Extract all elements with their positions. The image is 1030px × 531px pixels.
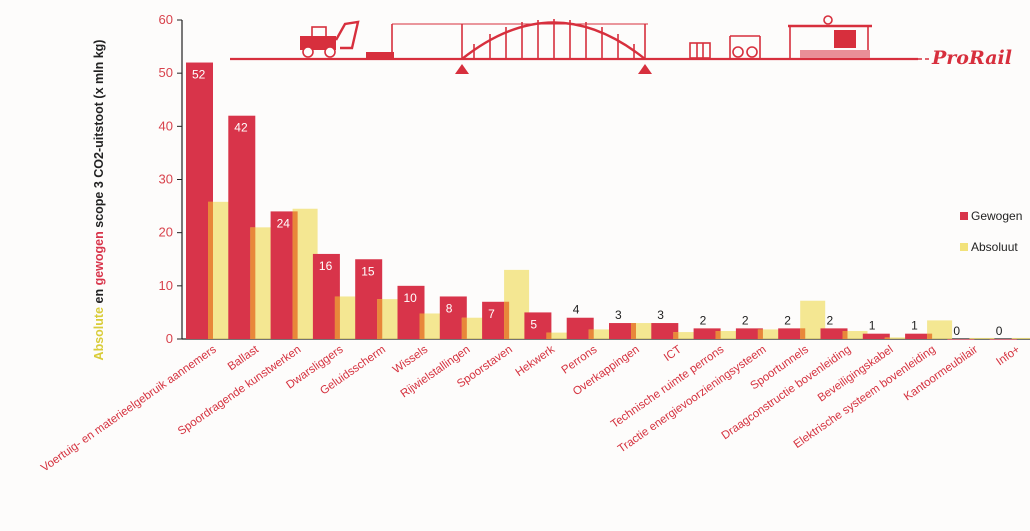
bars xyxy=(186,62,1030,340)
y-tick-label: 40 xyxy=(159,118,173,133)
bar-absoluut xyxy=(842,331,868,339)
bar-overlap xyxy=(588,329,594,339)
data-label: 2 xyxy=(784,313,791,327)
data-label: 3 xyxy=(657,308,664,322)
bicycle-icon xyxy=(729,35,761,58)
bar-gewogen xyxy=(862,333,890,339)
bar-overlap xyxy=(715,331,721,339)
bar-gewogen xyxy=(905,333,933,339)
bar-absoluut xyxy=(588,329,614,339)
data-label: 1 xyxy=(869,319,876,333)
y-tick-label: 10 xyxy=(159,278,173,293)
bar-gewogen xyxy=(609,323,636,339)
bar-absoluut xyxy=(884,337,910,339)
data-label: 15 xyxy=(361,264,375,278)
bar-overlap xyxy=(631,323,636,339)
data-label: 7 xyxy=(488,307,495,321)
bar-gewogen xyxy=(651,323,679,339)
data-label: 2 xyxy=(742,313,749,327)
bar-gewogen xyxy=(820,328,848,339)
data-label: 5 xyxy=(530,317,537,331)
bar-overlap xyxy=(884,337,890,339)
bar-overlap xyxy=(461,317,467,339)
station-shelter-icon xyxy=(788,15,872,58)
x-axis-categories: Voertuig- en materieelgebruik aannemers B… xyxy=(39,343,1023,474)
y-axis-label: Absolute en gewogen scope 3 CO2-uitstoot… xyxy=(92,40,106,361)
bar-overlap xyxy=(673,332,679,339)
bar-absoluut xyxy=(673,332,699,339)
legend-swatch-gewogen xyxy=(960,212,968,220)
prorail-banner-illustration: ProRail xyxy=(230,15,1012,74)
x-category-label: ICT xyxy=(662,344,684,364)
tractor-icon xyxy=(300,20,360,58)
bar-overlap xyxy=(250,227,256,339)
bar-overlap xyxy=(800,328,806,339)
data-label: 10 xyxy=(404,291,418,305)
data-label: 2 xyxy=(700,313,707,327)
data-label: 2 xyxy=(827,313,834,327)
x-category-label: Hekwerk xyxy=(514,343,558,379)
y-tick-label: 60 xyxy=(159,12,173,27)
bar-absoluut xyxy=(461,317,487,339)
x-category-label: Info+ xyxy=(994,343,1022,368)
bar-absoluut xyxy=(1011,337,1030,339)
y-tick-label: 0 xyxy=(166,331,173,346)
bar-overlap xyxy=(292,211,298,339)
bar-overlap xyxy=(334,296,340,339)
bar-overlap xyxy=(546,332,552,339)
bar-gewogen xyxy=(693,328,721,339)
legend: Gewogen Absoluut xyxy=(960,209,1022,254)
legend-label-absoluut: Absoluut xyxy=(971,240,1018,254)
x-category-label: Kantoormeubilair xyxy=(902,344,980,404)
bar-gewogen xyxy=(778,328,806,339)
bar-absoluut xyxy=(715,331,741,339)
bar-overlap xyxy=(757,329,763,339)
data-label: 8 xyxy=(446,301,453,315)
prorail-logo: ProRail xyxy=(931,47,1012,69)
x-category-label: Voertuig- en materieelgebruik aannemers xyxy=(39,343,219,474)
x-category-label: Ballast xyxy=(226,343,262,373)
bar-gewogen xyxy=(947,339,975,340)
bar-overlap xyxy=(419,313,425,339)
bar-gewogen xyxy=(989,339,1017,340)
data-label: 52 xyxy=(192,68,206,82)
y-axis-label-rest: scope 3 CO2-uitstoot (x mln kg) xyxy=(92,40,106,232)
bar-overlap xyxy=(842,331,848,339)
y-axis-label-weighted: gewogen xyxy=(92,231,106,285)
bar-overlap xyxy=(927,333,933,339)
bar-overlap xyxy=(377,299,383,339)
data-label: 1 xyxy=(911,319,918,333)
legend-swatch-absoluut xyxy=(960,243,968,251)
wagon-icon xyxy=(366,52,394,58)
cabinet-icon xyxy=(689,42,711,59)
data-label: 0 xyxy=(996,324,1003,338)
bridge-icon xyxy=(392,19,652,74)
data-label: 0 xyxy=(953,324,960,338)
bar-absoluut xyxy=(757,329,783,339)
y-tick-label: 50 xyxy=(159,65,173,80)
y-tick-label: 20 xyxy=(159,225,173,240)
y-tick-label: 30 xyxy=(159,172,173,187)
bar-overlap xyxy=(504,301,510,339)
data-label: 3 xyxy=(615,308,622,322)
bar-absoluut xyxy=(631,323,656,339)
bar-gewogen xyxy=(735,328,763,339)
data-label: 42 xyxy=(234,121,248,135)
y-axis-label-absolute: Absolute xyxy=(92,307,106,361)
bar-gewogen xyxy=(566,317,594,339)
bar-absoluut xyxy=(969,337,995,339)
data-label: 4 xyxy=(573,303,580,317)
bar-absoluut xyxy=(546,332,572,339)
legend-label-gewogen: Gewogen xyxy=(971,209,1022,223)
data-label: 24 xyxy=(277,216,291,230)
bar-absoluut xyxy=(927,320,953,339)
y-axis-label-connector: en xyxy=(92,285,106,307)
bar-overlap xyxy=(208,201,213,339)
data-label: 16 xyxy=(319,259,333,273)
